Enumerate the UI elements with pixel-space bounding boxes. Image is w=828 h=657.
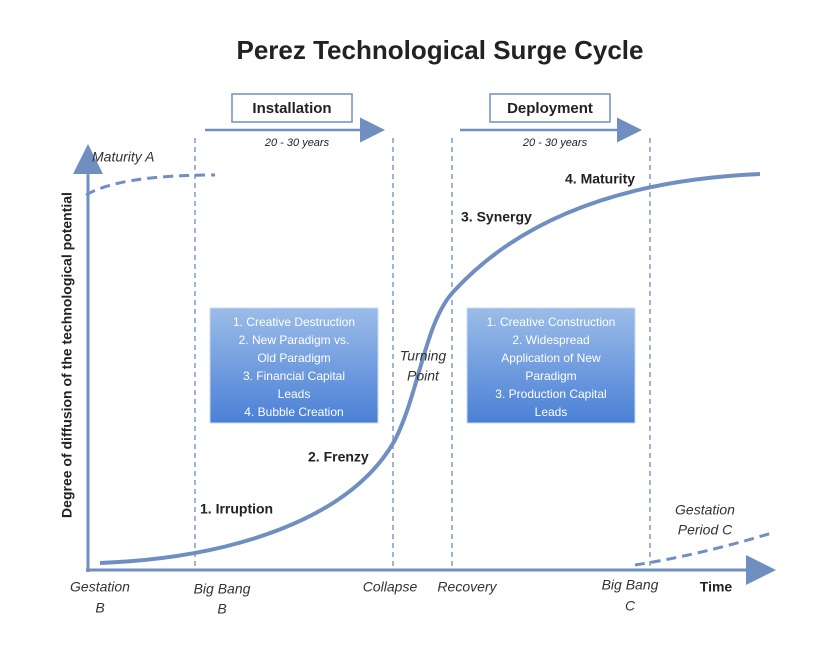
x-label: Gestation <box>70 579 130 595</box>
phase-label: Deployment <box>507 100 593 117</box>
x-label: Collapse <box>363 579 418 595</box>
title: Perez Technological Surge Cycle <box>237 35 644 65</box>
x-axis-label: Time <box>700 579 733 595</box>
box-line: 2. Widespread <box>512 333 589 347</box>
x-label: C <box>625 598 636 614</box>
phase-box <box>489 93 611 123</box>
box-line: 4. Bubble Creation <box>244 405 343 419</box>
annotation: Gestation <box>675 502 735 518</box>
box-line: Old Paradigm <box>257 351 330 365</box>
box-line: Leads <box>535 405 568 419</box>
gestation-c-curve <box>634 530 776 567</box>
box-line: Paradigm <box>525 369 576 383</box>
annotation: Period C <box>678 522 733 538</box>
x-label: B <box>95 600 104 616</box>
box-line: 2. New Paradigm vs. <box>239 333 350 347</box>
stage-label: 3. Synergy <box>461 209 532 225</box>
maturity-a-curve <box>85 173 216 197</box>
x-label: Big Bang <box>602 577 659 593</box>
phase-duration: 20 - 30 years <box>522 137 588 149</box>
phase-box <box>231 93 353 123</box>
stage-label: 4. Maturity <box>565 171 635 187</box>
info-box <box>466 307 636 424</box>
phase-label: Installation <box>252 100 331 117</box>
box-line: Application of New <box>501 351 601 365</box>
x-label: Recovery <box>437 579 497 595</box>
annotation: Point <box>407 368 440 384</box>
box-line: 3. Financial Capital <box>243 369 345 383</box>
box-line: 3. Production Capital <box>495 387 606 401</box>
phase-duration: 20 - 30 years <box>264 137 330 149</box>
annotation: Maturity A <box>92 149 155 165</box>
stage-label: 1. Irruption <box>200 501 273 517</box>
info-box <box>209 307 379 424</box>
x-label: Big Bang <box>194 581 251 597</box>
box-line: 1. Creative Destruction <box>233 315 355 329</box>
box-line: 1. Creative Construction <box>487 315 616 329</box>
annotation: Turning <box>400 348 447 364</box>
x-label: B <box>217 601 226 617</box>
y-axis-label: Degree of diffusion of the technological… <box>59 192 75 518</box>
box-line: Leads <box>278 387 311 401</box>
s-curve <box>99 172 761 565</box>
stage-label: 2. Frenzy <box>308 449 369 465</box>
